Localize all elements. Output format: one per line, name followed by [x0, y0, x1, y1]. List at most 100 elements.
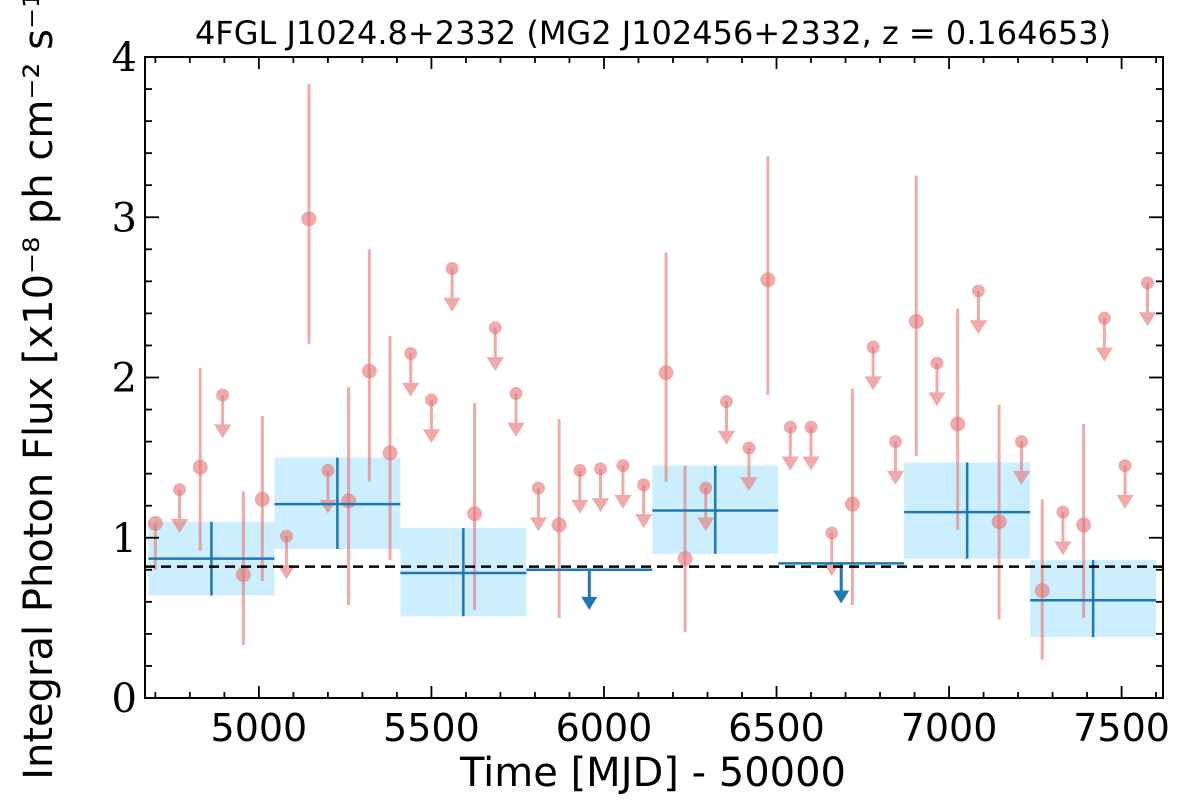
monthly-uplim-marker-43: [1056, 505, 1070, 519]
monthly-uplim-marker-34: [866, 340, 880, 354]
monthly-uplim-arrow-12-head: [402, 382, 420, 397]
monthly-point-42: [1034, 583, 1050, 599]
monthly-uplim-arrow-18-head: [529, 517, 548, 532]
monthly-uplim-arrow-14-head: [443, 297, 461, 312]
monthly-uplim-arrow-16-head: [486, 357, 504, 372]
monthly-point-10: [361, 363, 377, 379]
monthly-point-44: [1076, 517, 1092, 533]
yearly-uplim-arrow-3: [581, 569, 598, 610]
monthly-uplim-arrow-30-head: [781, 456, 799, 471]
monthly-uplim-arrow-34-head: [864, 376, 882, 391]
monthly-uplim-marker-6: [279, 529, 293, 543]
monthly-uplim-arrow-21-head: [591, 498, 610, 513]
monthly-uplim-marker-46: [1118, 459, 1132, 473]
monthly-uplim-arrow-45-head: [1095, 347, 1114, 362]
monthly-uplim-arrow-13-head: [422, 429, 441, 444]
monthly-uplim-arrow-3-head: [213, 424, 232, 439]
monthly-uplim-arrow-43-head: [1054, 541, 1072, 556]
monthly-point-33: [844, 496, 860, 512]
monthly-uplim-arrow-26-head: [697, 517, 715, 532]
monthly-uplim-arrow-22-head: [614, 494, 632, 509]
yearly-bins: [148, 457, 1157, 638]
monthly-uplim-marker-45: [1097, 311, 1111, 325]
yearly-uplim-arrow-5-head: [833, 590, 850, 604]
monthly-uplim-arrow-27-head: [717, 430, 736, 445]
monthly-uplim-arrow-23-head: [634, 514, 653, 529]
axes: 5000 5500 6000 6500 7000 7500 0 1 2 3 4: [112, 35, 1170, 750]
monthly-uplim-arrow-37-head: [928, 392, 946, 407]
monthly-point-4: [235, 567, 251, 583]
monthly-point-19: [551, 517, 567, 533]
monthly-uplim-marker-27: [719, 395, 733, 409]
monthly-uplim-marker-3: [216, 388, 230, 402]
x-axis-title: Time [MJD] - 50000: [459, 750, 846, 796]
yearly-bands: [148, 457, 1157, 638]
y-tick-label-2: 2: [112, 356, 137, 402]
plot-frame: [144, 56, 1164, 699]
monthly-uplim-marker-26: [699, 481, 713, 495]
monthly-uplim-marker-35: [889, 435, 903, 449]
monthly-uplim-marker-37: [930, 356, 944, 370]
monthly-uplim-marker-21: [594, 462, 608, 476]
x-tick-label-7500: 7500: [1073, 706, 1170, 750]
monthly-uplim-marker-8: [321, 463, 335, 477]
monthly-uplim-arrow-17-head: [507, 422, 525, 437]
monthly-uplim-marker-31: [804, 420, 818, 434]
monthly-uplim-arrow-31-head: [802, 456, 820, 471]
monthly-uplim-arrow-46-head: [1116, 494, 1134, 509]
monthly-uplim-marker-1: [173, 483, 187, 497]
monthly-point-25: [677, 551, 693, 567]
chart-title: 4FGL J1024.8+2332 (MG2 J102456+2332, z =…: [195, 14, 1111, 52]
monthly-point-0: [147, 515, 163, 531]
monthly-uplim-marker-28: [742, 441, 756, 455]
monthly-uplim-marker-47: [1140, 276, 1154, 290]
monthly-uplim-arrow-41-head: [1012, 470, 1031, 485]
monthly-uplim-marker-14: [445, 262, 459, 276]
monthly-uplim-marker-16: [488, 321, 502, 335]
monthly-uplim-arrow-20-head: [571, 499, 589, 514]
x-tick-label-6000: 6000: [556, 706, 653, 750]
monthly-uplim-marker-30: [783, 420, 797, 434]
monthly-uplim-marker-13: [424, 393, 438, 407]
monthly-uplim-arrow-47-head: [1138, 312, 1157, 327]
monthly-uplim-marker-17: [509, 387, 523, 401]
monthly-uplim-arrow-28-head: [740, 477, 758, 492]
monthly-uplim-marker-39: [971, 284, 985, 298]
monthly-points: [147, 84, 1157, 660]
monthly-uplim-marker-12: [404, 346, 418, 360]
monthly-uplim-arrow-6-head: [277, 565, 296, 580]
monthly-uplim-marker-22: [616, 459, 630, 473]
yearly-uplim-arrow-5: [833, 563, 850, 604]
x-tick-label-5000: 5000: [211, 706, 308, 750]
monthly-uplim-marker-18: [531, 481, 545, 495]
y-axis-title: Integral Photon Flux [x10⁻⁸ ph cm⁻² s⁻¹]: [16, 0, 62, 780]
monthly-point-24: [658, 365, 674, 381]
monthly-point-11: [382, 445, 398, 461]
monthly-point-2: [192, 459, 208, 475]
monthly-uplim-arrow-35-head: [886, 470, 905, 485]
x-tick-label-6500: 6500: [728, 706, 825, 750]
monthly-point-36: [908, 313, 924, 329]
monthly-uplim-arrow-1-head: [170, 518, 189, 533]
y-tick-label-3: 3: [112, 195, 137, 241]
monthly-point-15: [467, 506, 483, 522]
y-tick-label-1: 1: [112, 516, 137, 562]
monthly-point-5: [254, 491, 270, 507]
monthly-point-7: [301, 211, 317, 227]
monthly-point-9: [341, 493, 357, 509]
monthly-uplim-marker-20: [573, 463, 587, 477]
monthly-uplim-marker-23: [637, 478, 651, 492]
yearly-uplim-arrow-3-head: [581, 596, 598, 610]
x-tick-label-5500: 5500: [383, 706, 480, 750]
monthly-uplim-marker-32: [825, 526, 839, 540]
monthly-point-29: [760, 272, 776, 288]
y-tick-label-0: 0: [112, 676, 137, 722]
y-tick-label-4: 4: [112, 35, 137, 81]
monthly-point-40: [991, 514, 1007, 530]
x-tick-label-7000: 7000: [901, 706, 998, 750]
monthly-uplim-arrow-39-head: [969, 320, 988, 335]
monthly-uplim-marker-41: [1015, 435, 1029, 449]
monthly-point-38: [950, 416, 966, 432]
